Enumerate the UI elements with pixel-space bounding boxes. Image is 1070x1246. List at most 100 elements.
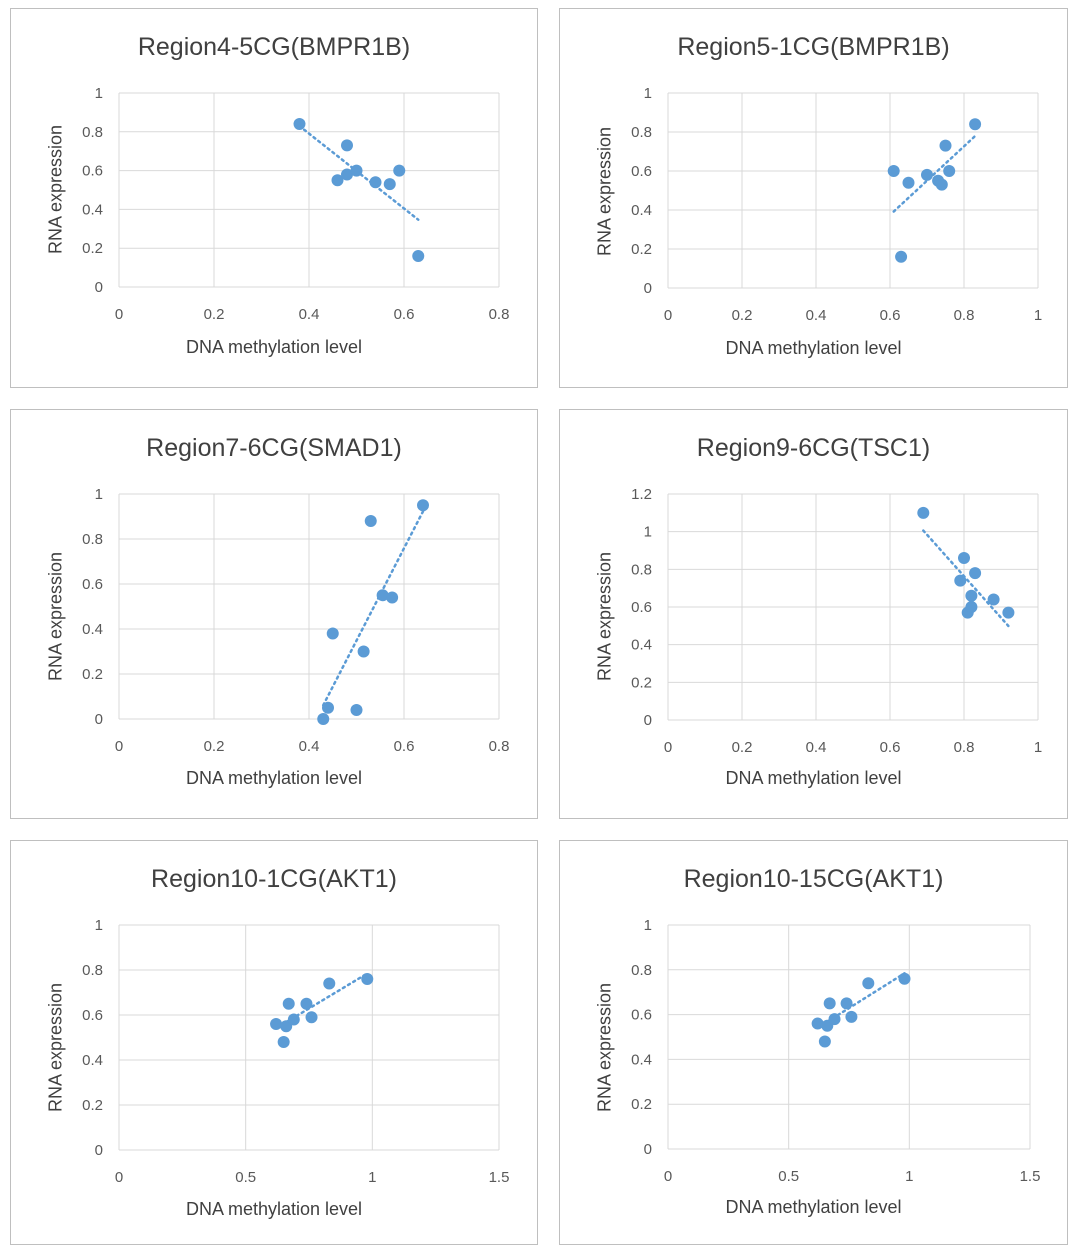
y-tick-label: 0.8 [82,962,103,979]
data-point [350,164,363,177]
x-tick-label: 0.2 [204,306,225,323]
y-tick-label: 0.8 [631,561,652,578]
x-tick-label: 0.8 [489,738,510,755]
y-tick-label: 0.4 [631,1051,652,1068]
y-tick-label: 0.8 [631,962,652,979]
chart-panel-2: Region7-6CG(SMAD1) RNA expression DNA me… [10,409,538,819]
x-tick-label: 0 [115,306,123,323]
y-tick-label: 1 [644,917,652,934]
data-point [386,591,399,604]
x-tick-label: 1 [905,1168,913,1185]
data-point [357,645,370,658]
data-point [823,997,836,1010]
x-axis-label: DNA methylation level [725,338,902,358]
y-tick-label: 0 [644,1141,652,1158]
y-tick-label: 0.6 [631,1007,652,1024]
data-point [277,1036,290,1048]
x-tick-label: 0.4 [299,738,320,755]
scatter-plot: 0 0.2 0.4 0.6 0.8 1 0 0.5 1 1.5 [82,917,509,1186]
x-axis-label: DNA methylation level [185,337,363,357]
chart-title: Region5-1CG(BMPR1B) [677,33,950,61]
x-tick-label: 0 [664,307,672,324]
scatter-plot: 0 0.2 0.4 0.6 0.8 1 0 0.2 0.4 0.6 0.8 [82,486,510,755]
trendline [322,510,425,707]
data-point [282,997,295,1010]
y-tick-label: 0.6 [82,163,103,180]
x-tick-label: 0.8 [489,306,510,323]
chart-panel-0: Region4-5CG(BMPR1B) RNA expression DNA m… [10,8,538,388]
y-tick-label: 0.2 [631,674,652,691]
data-point [887,165,900,177]
data-point [969,567,982,580]
y-tick-label: 0.4 [631,202,652,219]
y-tick-label: 0.8 [82,531,103,548]
data-point [898,972,911,985]
data-point [341,139,353,152]
y-tick-label: 0.6 [631,163,652,180]
y-tick-label: 0.2 [82,666,103,683]
x-tick-label: 0.2 [732,307,753,324]
data-point [895,250,908,263]
y-tick-label: 1 [95,486,103,503]
chart-title: Region10-15CG(AKT1) [683,865,944,893]
data-point [828,1013,841,1026]
y-tick-label: 0.6 [82,1007,103,1024]
x-tick-label: 0.2 [732,739,753,756]
x-tick-label: 0.5 [778,1168,799,1185]
y-tick-label: 0.2 [82,240,103,257]
x-axis-label: DNA methylation level [185,768,363,788]
data-point [361,973,374,985]
data-point [317,713,330,725]
data-point [383,178,396,191]
data-point [840,997,853,1010]
scatter-plot: 0 0.2 0.4 0.6 0.8 1 0 0.5 1 1.5 [631,917,1041,1185]
data-point [965,601,978,613]
chart-panel-5: Region10-15CG(AKT1) RNA expression DNA m… [559,840,1068,1245]
y-tick-label: 0.8 [82,124,103,141]
data-point [958,552,970,565]
x-tick-label: 0.6 [880,307,901,324]
x-tick-label: 0 [115,738,123,755]
data-point [969,118,982,131]
scatter-plot: 0 0.2 0.4 0.6 0.8 1 0 0.2 0.4 0.6 0.8 [82,85,510,323]
x-tick-label: 1 [368,1169,376,1186]
x-tick-label: 0.4 [806,307,827,324]
scatter-plot: 0 0.2 0.4 0.6 0.8 1 0 0.2 0.4 0.6 0.8 1 [631,85,1042,324]
y-tick-label: 0.6 [631,599,652,616]
data-point [293,118,306,131]
x-tick-label: 0.6 [880,739,901,756]
x-tick-label: 0.5 [235,1169,256,1186]
x-tick-label: 0 [664,739,672,756]
chart-panel-1: Region5-1CG(BMPR1B) RNA expression DNA m… [559,8,1068,388]
y-tick-label: 0 [644,712,652,729]
y-tick-label: 0 [644,280,652,297]
data-point [341,168,353,181]
x-tick-label: 0.6 [394,738,415,755]
x-tick-label: 0.4 [299,306,320,323]
data-point [270,1018,283,1030]
y-tick-label: 0.4 [631,637,652,654]
y-tick-label: 0 [95,279,103,296]
chart-panel-4: Region10-1CG(AKT1) RNA expression DNA me… [10,840,538,1245]
data-point [943,165,956,177]
data-point [417,499,429,512]
y-tick-label: 0.4 [82,1052,103,1069]
data-point [935,178,948,191]
data-point [393,164,406,177]
y-tick-label: 0.2 [631,241,652,258]
x-tick-label: 1 [1034,307,1042,324]
data-point [862,977,875,990]
y-tick-label: 0 [95,711,103,728]
data-point [369,176,382,189]
trendline [892,134,977,213]
y-tick-label: 0.8 [631,124,652,141]
x-tick-label: 1.5 [1020,1168,1041,1185]
data-point [987,593,1000,606]
data-point [917,506,930,519]
data-point [811,1017,824,1030]
y-tick-label: 1 [95,85,103,102]
data-point [376,589,389,602]
y-tick-label: 1 [644,85,652,102]
data-point [412,249,425,262]
y-tick-label: 0.2 [82,1097,103,1114]
